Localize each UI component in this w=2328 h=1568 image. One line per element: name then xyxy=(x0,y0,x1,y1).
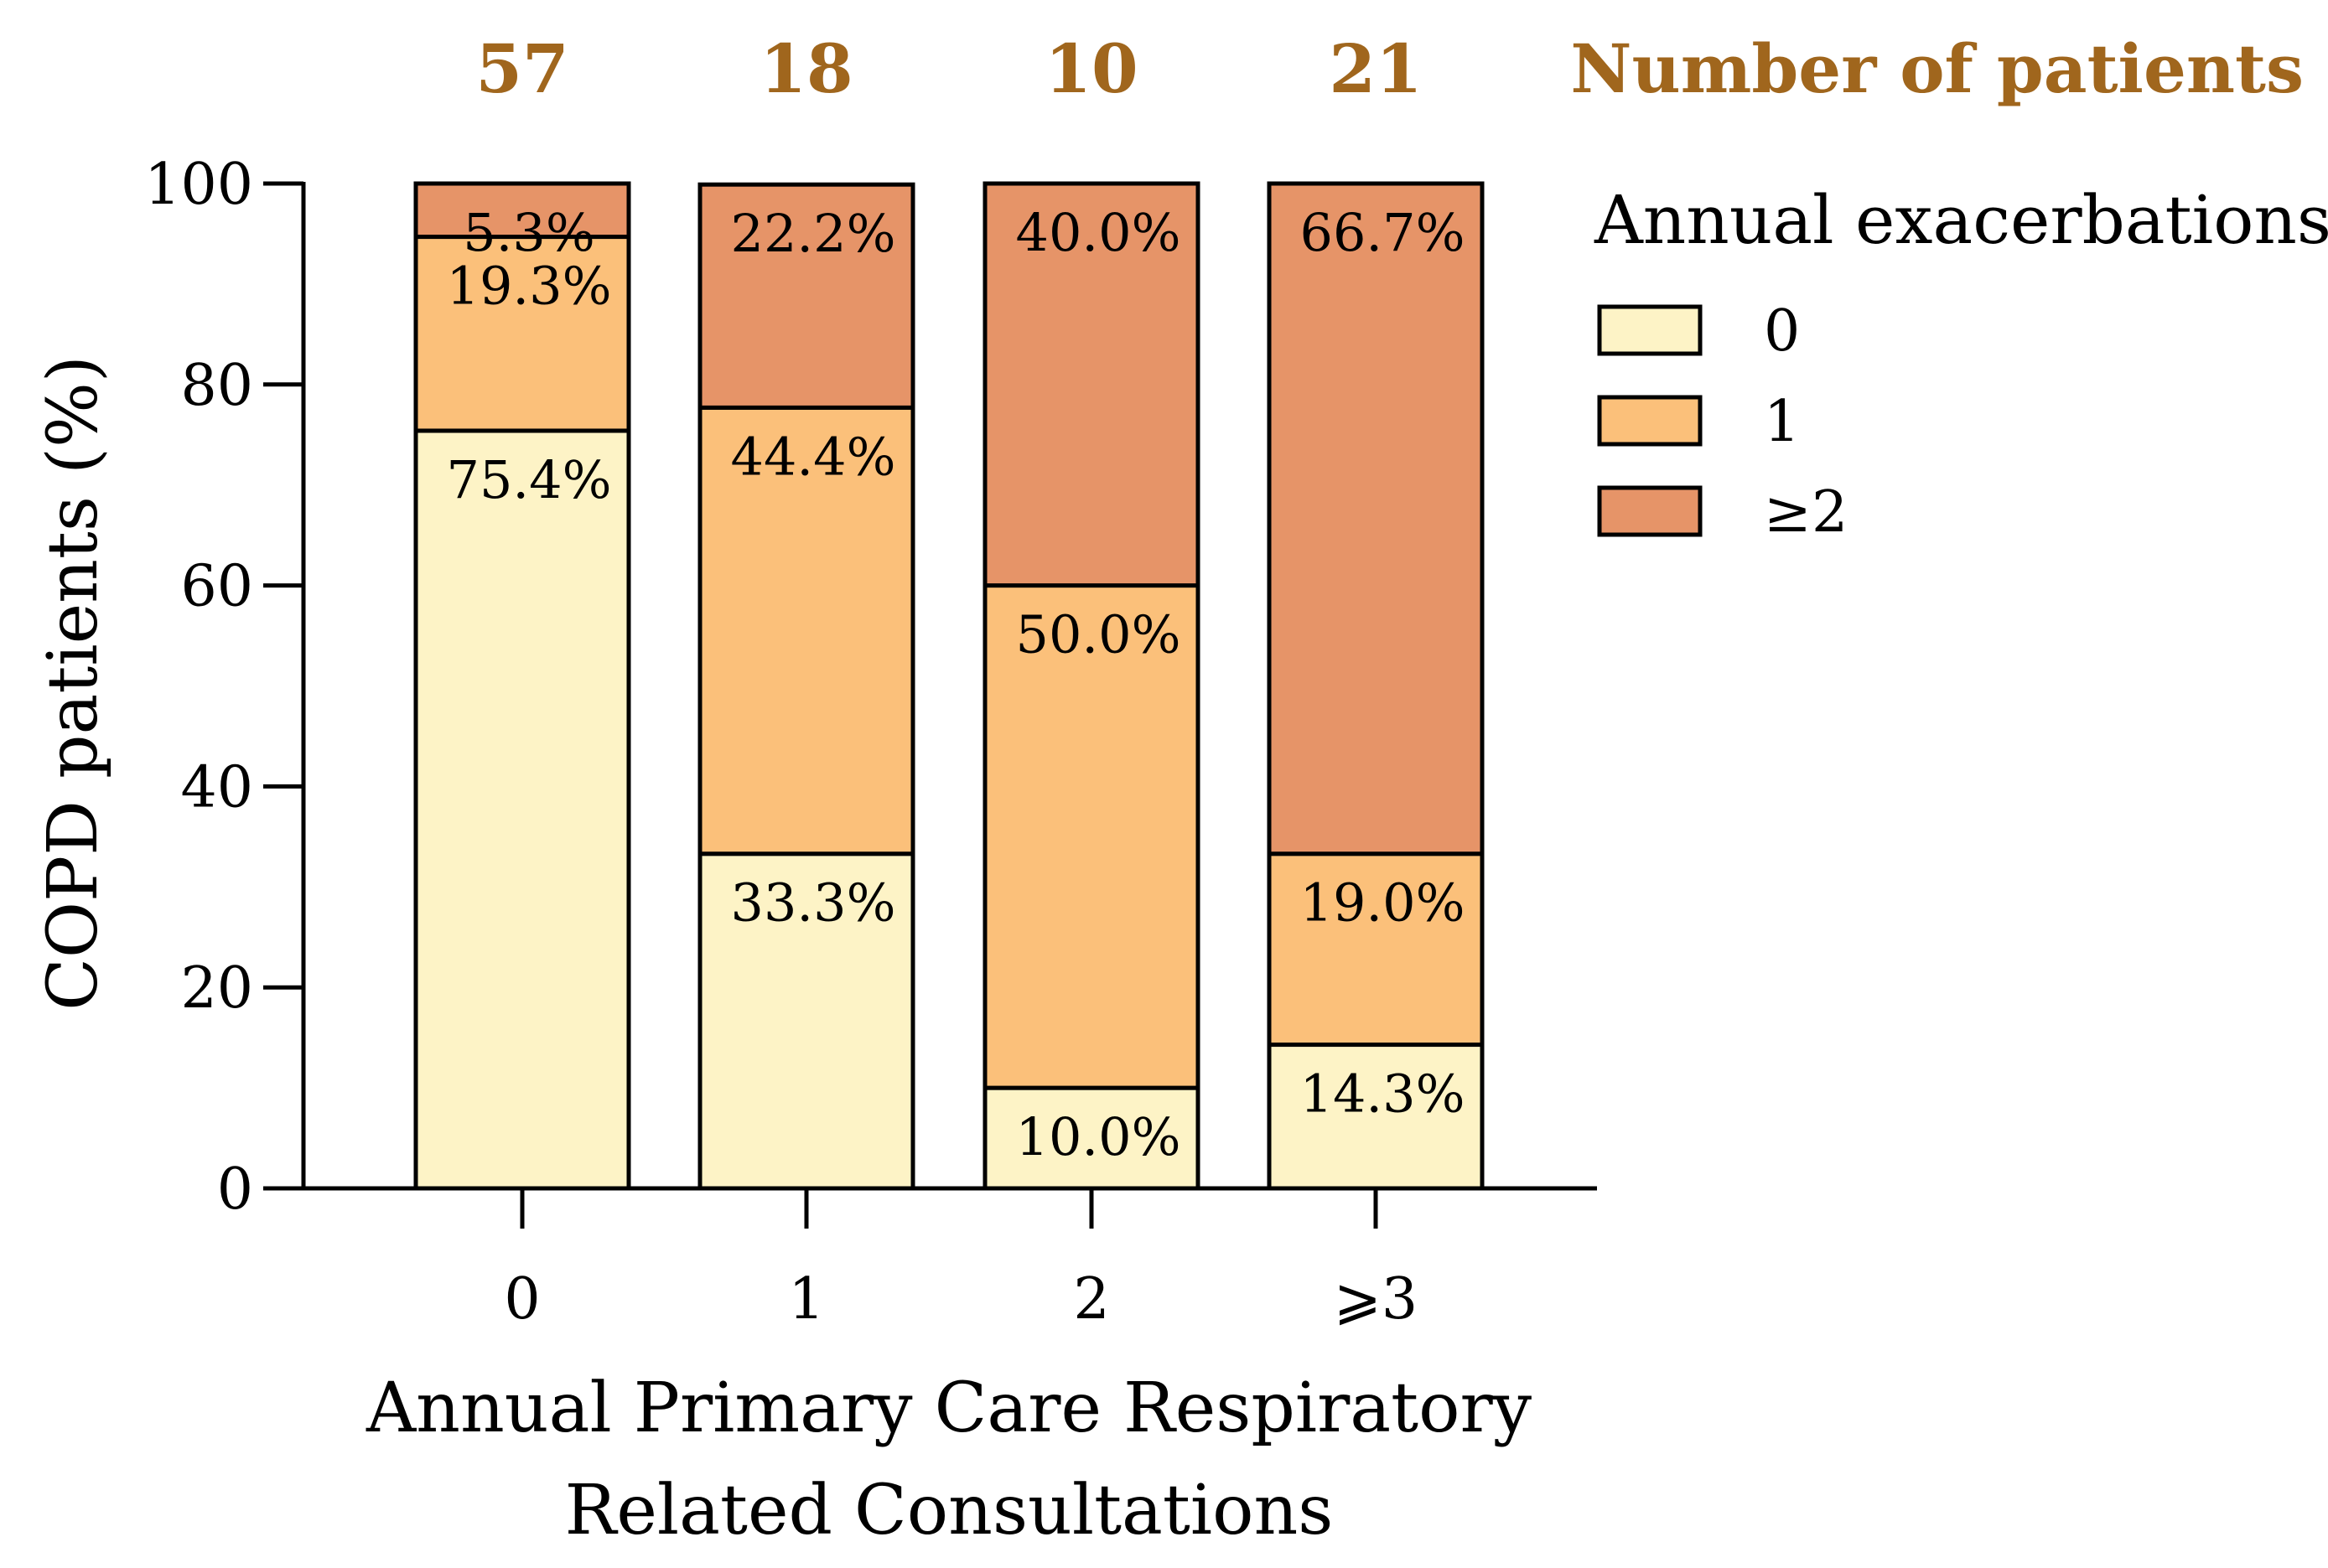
bar-segment xyxy=(983,583,1200,1090)
bar-value-label: 10.0% xyxy=(1016,1106,1181,1167)
legend-title: Annual exacerbations xyxy=(1594,181,2328,259)
bar-segment xyxy=(983,1085,1200,1191)
legend-swatch xyxy=(1597,485,1703,537)
bar-segment xyxy=(413,428,631,1191)
x-tick-label: 2 xyxy=(1073,1266,1109,1333)
legend-label: 0 xyxy=(1764,298,1800,365)
y-axis-title: COPD patients (%) xyxy=(34,355,113,1011)
x-tick-label: 1 xyxy=(788,1266,824,1333)
y-tick-label: 60 xyxy=(180,554,253,620)
bar-segment xyxy=(413,235,631,433)
y-tick-label: 100 xyxy=(144,152,253,218)
y-tick-label: 20 xyxy=(180,955,253,1022)
bar-value-label: 5.3% xyxy=(463,202,595,263)
x-tick-label: ⩾3 xyxy=(1334,1266,1418,1333)
number-of-patients-title: Number of patients xyxy=(1570,29,2304,108)
bar-value-label: 50.0% xyxy=(1016,604,1181,665)
bar-segment xyxy=(413,181,631,240)
bar-value-label: 19.3% xyxy=(447,256,612,317)
y-tick-label: 0 xyxy=(217,1157,253,1223)
legend-swatch xyxy=(1597,395,1703,447)
bar-value-label: 40.0% xyxy=(1016,202,1181,263)
bar-value-label: 75.4% xyxy=(447,449,612,510)
x-tick-label: 0 xyxy=(504,1266,540,1333)
patient-count: 18 xyxy=(760,29,853,108)
bar-segment xyxy=(697,182,915,410)
bar-value-label: 14.3% xyxy=(1300,1063,1465,1125)
bar-value-label: 44.4% xyxy=(731,426,896,487)
bar-segment xyxy=(983,181,1200,588)
legend-label: ≥2 xyxy=(1764,479,1848,546)
bar-segment xyxy=(697,405,915,856)
bar-segment xyxy=(1267,1043,1485,1191)
bar-value-label: 66.7% xyxy=(1300,202,1465,263)
bar-segment xyxy=(1267,181,1485,856)
bar-value-label: 22.2% xyxy=(731,203,896,264)
patient-count: 57 xyxy=(475,29,568,108)
bar-value-label: 19.0% xyxy=(1300,872,1465,934)
legend-label: 1 xyxy=(1764,389,1800,455)
patient-count: 10 xyxy=(1045,29,1138,108)
plot-area: 75.4% 19.3%5.3% 57 0 33.3% 44.4% 22.2% 18 1 10.0%… xyxy=(144,29,1597,1333)
legend-swatch xyxy=(1597,304,1703,356)
y-tick-label: 80 xyxy=(180,353,253,419)
x-axis-title-line-2: Related Consultations xyxy=(565,1471,1334,1550)
patient-count: 21 xyxy=(1329,29,1422,108)
bar-value-label: 33.3% xyxy=(731,872,896,934)
x-axis-title-line-1: Annual Primary Care Respiratory xyxy=(366,1369,1532,1448)
y-tick-label: 40 xyxy=(180,754,253,820)
legend: Annual exacerbations 0 1 ≥2 xyxy=(1594,181,2328,546)
